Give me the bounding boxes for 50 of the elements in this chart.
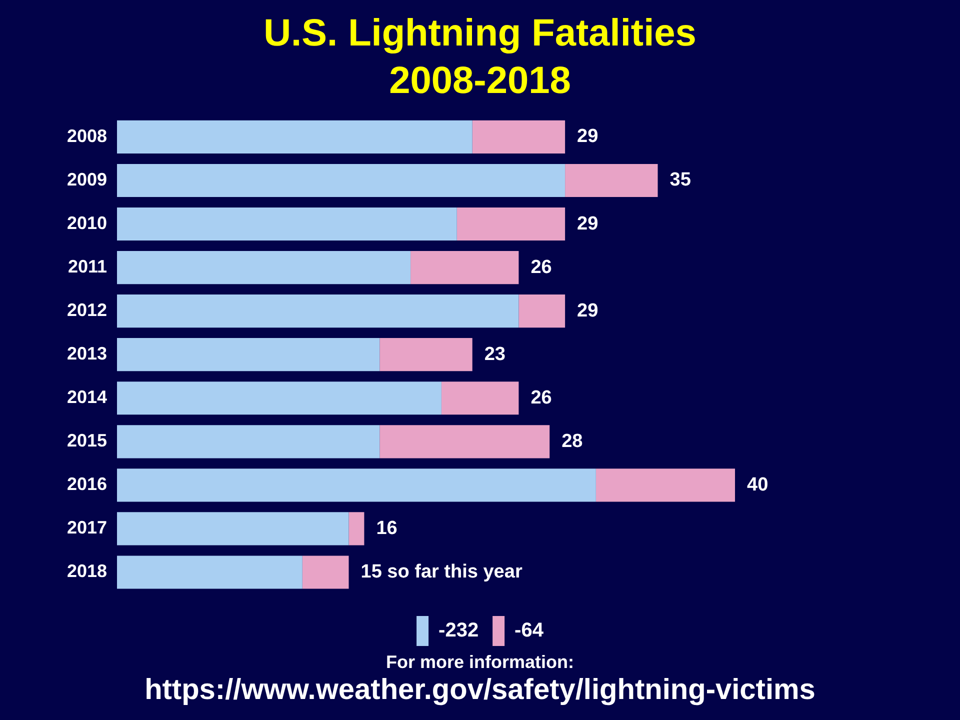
y-tick-label: 2010	[66, 212, 107, 233]
bar	[565, 164, 658, 198]
bar	[117, 251, 411, 284]
bar	[117, 556, 302, 589]
bar	[117, 120, 472, 154]
legend-label: -232	[438, 620, 479, 642]
y-tick-label: 2016	[66, 474, 107, 494]
chart-subtitle: 2008-2018	[389, 60, 571, 102]
y-tick-label: 2013	[66, 344, 107, 364]
y-tick-label: 2014	[66, 387, 107, 408]
bar	[441, 382, 519, 415]
bar	[117, 425, 380, 458]
annotation: 29	[577, 213, 598, 234]
bar	[596, 468, 735, 502]
y-tick-label: 2009	[66, 169, 107, 190]
bar	[117, 338, 380, 372]
annotation: 29	[577, 300, 598, 322]
bar	[117, 512, 349, 546]
chart-title: U.S. Lightning Fatalities	[264, 12, 696, 54]
annotation: 23	[484, 344, 506, 365]
y-tick-label: 2018	[66, 561, 107, 582]
annotation: 26	[530, 256, 552, 278]
y-tick-label: 2008	[66, 126, 107, 146]
annotation: 16	[376, 518, 398, 539]
bar	[302, 556, 349, 589]
annotation: 28	[562, 430, 583, 452]
bar	[117, 382, 442, 415]
y-tick-label: 2015	[66, 430, 107, 451]
annotation: 40	[747, 474, 768, 496]
bar	[348, 512, 364, 546]
bar	[380, 338, 472, 372]
bar	[380, 425, 550, 458]
bar	[456, 207, 566, 241]
y-tick-label: 2012	[66, 300, 107, 320]
bar	[472, 120, 566, 154]
bar	[117, 294, 519, 328]
annotation: 35	[670, 170, 692, 191]
bar	[117, 207, 457, 241]
bar	[518, 294, 566, 328]
bar	[117, 468, 596, 502]
legend-label: -64	[514, 620, 544, 642]
annotation: 29	[577, 126, 598, 148]
annotation: 15 so far this year	[360, 561, 523, 582]
text: https://www.weather.gov/safety/lightning-victims	[144, 673, 816, 707]
annotation: 26	[530, 387, 552, 408]
y-tick-label: 2017	[66, 518, 107, 538]
text: For more information:	[385, 651, 575, 673]
y-tick-label: 2011	[68, 256, 107, 277]
bar	[410, 251, 519, 284]
bar	[117, 164, 566, 198]
